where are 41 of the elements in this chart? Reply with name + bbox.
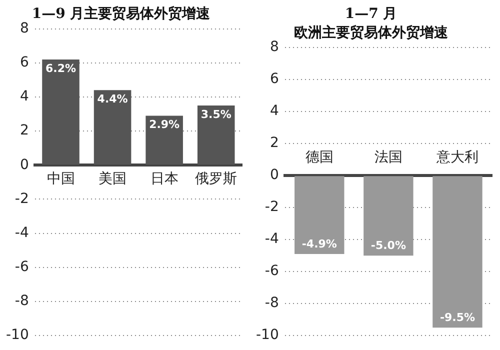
data-label: 3.5%	[200, 108, 232, 121]
y-tick-label: 4	[20, 88, 29, 105]
x-tick-label: 意大利	[435, 150, 478, 166]
data-label: 6.2%	[46, 62, 76, 75]
y-tick-label: 2	[270, 135, 279, 152]
y-tick-label: -6	[14, 259, 29, 276]
y-tick-label: 0	[270, 167, 279, 184]
x-tick-label: 美国	[98, 171, 127, 188]
data-label: -4.9%	[302, 237, 337, 250]
y-tick-label: 2	[20, 122, 29, 139]
x-tick-label: 中国	[46, 171, 75, 188]
y-tick-label: -4	[14, 224, 29, 241]
y-tick-label: -10	[256, 327, 279, 344]
chart-subtitle: 欧洲主要贸易体外贸增速	[294, 24, 449, 41]
x-tick-label: 日本	[150, 171, 178, 188]
y-tick-label: 8	[20, 20, 29, 36]
bar	[197, 106, 235, 165]
bar	[94, 90, 132, 165]
y-tick-label: -8	[264, 295, 279, 312]
y-tick-label: 8	[270, 39, 279, 56]
data-label: -5.0%	[370, 238, 406, 252]
y-tick-label: -2	[14, 190, 29, 207]
data-label: 2.9%	[149, 118, 180, 132]
y-tick-label: -2	[264, 199, 279, 216]
data-label: 4.4%	[97, 92, 128, 106]
y-tick-label: -6	[264, 263, 279, 280]
bar	[146, 116, 183, 165]
y-tick-label: 0	[20, 156, 29, 173]
x-tick-label: 俄罗斯	[195, 171, 238, 188]
chart-title: 1—9 月主要贸易体外贸增速	[32, 5, 212, 22]
y-tick-label: 6	[20, 54, 29, 71]
x-tick-label: 法国	[374, 150, 402, 166]
x-tick-label: 德国	[305, 150, 334, 166]
y-tick-label: 6	[270, 71, 279, 88]
chart-title: 1—7 月	[344, 6, 398, 22]
data-label: -9.5%	[440, 310, 476, 324]
y-tick-label: -4	[264, 231, 279, 248]
y-tick-label: -10	[6, 327, 29, 344]
y-tick-label: -8	[14, 293, 29, 310]
y-tick-label: 4	[270, 103, 279, 120]
bar	[42, 59, 80, 165]
